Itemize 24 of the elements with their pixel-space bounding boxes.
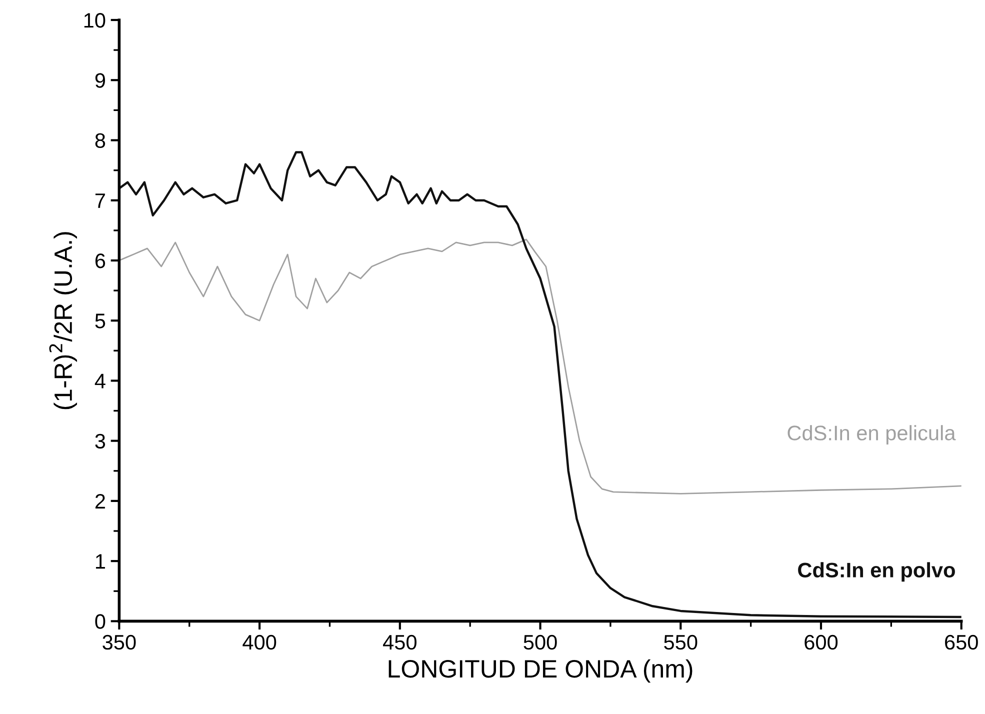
y-tick-label: 9: [95, 73, 106, 88]
y-tick-label: 10: [84, 12, 106, 28]
line-series: [119, 238, 962, 494]
y-tick-label: 3: [95, 434, 106, 449]
x-tick-label: 500: [524, 634, 557, 650]
x-tick-label: 650: [945, 634, 978, 650]
series-label: CdS:In en pelicula: [788, 425, 956, 445]
line-series: [119, 151, 962, 618]
y-tick-label: 8: [95, 133, 106, 148]
x-axis-title: LONGITUD DE ONDA (nm): [388, 659, 692, 683]
series-label: CdS:In en polvo: [798, 562, 955, 582]
x-tick-label: 450: [383, 634, 416, 650]
x-tick-label: 400: [242, 634, 276, 650]
y-tick-label: 7: [95, 194, 105, 208]
y-tick-label: 2: [95, 494, 105, 508]
x-tick-label: 550: [664, 634, 698, 650]
y-tick-label: 5: [95, 314, 106, 328]
y-tick-label: 4: [94, 374, 106, 388]
x-tick-label: 600: [804, 634, 838, 650]
y-axis-title: (1-R)$^{2}$/2R (U.A.): [49, 232, 77, 410]
x-tick-label: 350: [102, 634, 136, 650]
y-tick-label: 0: [95, 614, 106, 629]
y-tick-label: 1: [96, 554, 105, 569]
y-tick-label: 6: [95, 253, 106, 268]
